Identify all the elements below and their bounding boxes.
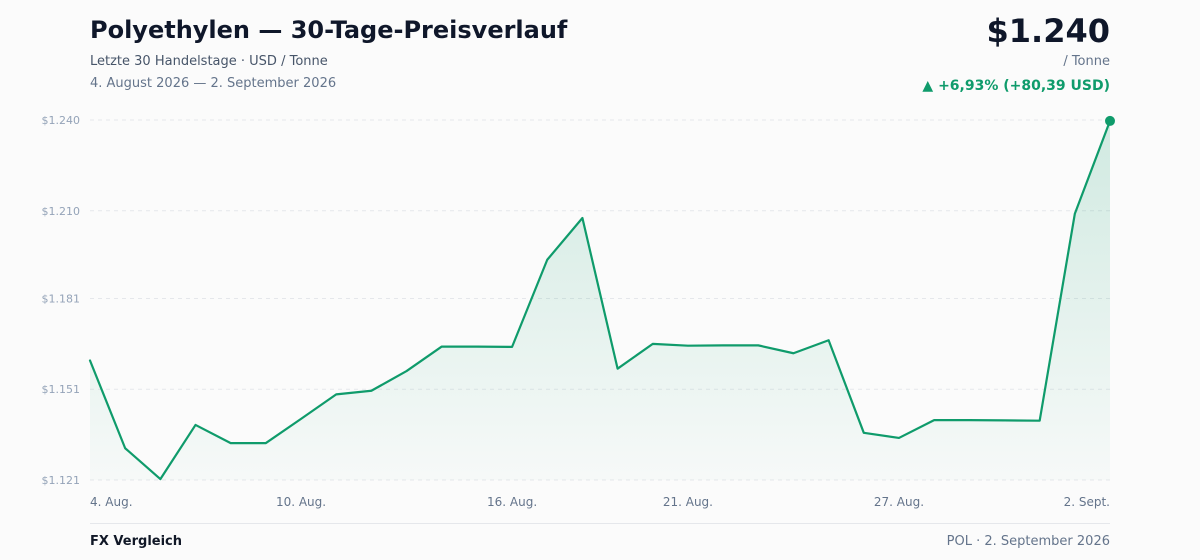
chart-title: Polyethylen — 30-Tage-Preisverlauf: [90, 16, 568, 44]
x-tick-label: 10. Aug.: [276, 495, 326, 509]
y-tick-label: $1.210: [42, 205, 81, 218]
footer-meta: POL · 2. September 2026: [946, 534, 1110, 549]
footer-source: FX Vergleich: [90, 534, 183, 549]
date-range: 4. August 2026 — 2. September 2026: [90, 76, 337, 91]
x-tick-label: 27. Aug.: [874, 495, 924, 509]
chart-subtitle: Letzte 30 Handelstage · USD / Tonne: [90, 54, 328, 69]
footer-divider: [90, 523, 1110, 524]
x-tick-label: 16. Aug.: [487, 495, 537, 509]
current-price: $1.240: [986, 12, 1110, 50]
y-tick-label: $1.151: [42, 383, 81, 396]
x-tick-label: 2. Sept.: [1064, 495, 1110, 509]
y-axis: $1.240 $1.210 $1.181 $1.151 $1.121: [42, 114, 81, 487]
x-tick-label: 21. Aug.: [663, 495, 713, 509]
y-tick-label: $1.240: [42, 114, 81, 127]
price-line: [88, 119, 1112, 481]
price-area: [90, 120, 1110, 480]
x-tick-label: 4. Aug.: [90, 495, 133, 509]
price-change: ▲ +6,93% (+80,39 USD): [922, 78, 1110, 94]
x-axis: 4. Aug. 10. Aug. 16. Aug. 21. Aug. 27. Aug. 2…: [90, 495, 1110, 509]
y-tick-label: $1.181: [42, 292, 81, 305]
y-tick-label: $1.121: [42, 474, 81, 487]
price-unit: / Tonne: [1063, 54, 1110, 69]
last-point-marker: [1105, 115, 1115, 126]
